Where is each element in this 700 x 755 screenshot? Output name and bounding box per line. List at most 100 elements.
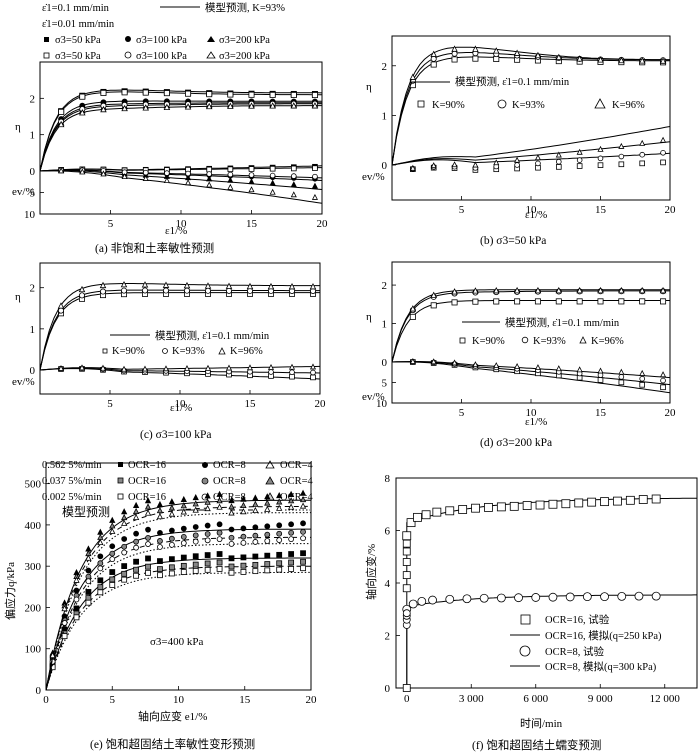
q-point xyxy=(204,531,211,537)
q-point xyxy=(97,589,104,596)
q-point xyxy=(228,534,235,541)
ev-curve xyxy=(391,361,671,394)
eta-point xyxy=(57,302,65,309)
panel-b-legend-k93-marker xyxy=(497,99,507,109)
q-point xyxy=(168,570,175,577)
q-point xyxy=(252,500,259,507)
legend-e-model: 模型预测 xyxy=(62,505,110,519)
y-tick-label: 100 xyxy=(25,644,42,656)
legend-r2-50: σ3=50 kPa xyxy=(55,51,101,62)
q-point xyxy=(157,566,163,573)
creep-initial-point xyxy=(402,547,411,556)
ev-point xyxy=(639,151,645,158)
ev-point xyxy=(556,164,562,170)
panel-e-ylabel: 偏应力q/kPa xyxy=(3,562,17,620)
creep-point xyxy=(432,507,442,517)
panel-a: ε̇1=0.1 mm/min 模型预测, K=93% ε̇1=0.01 mm/m… xyxy=(12,1,328,255)
eta-point xyxy=(513,49,521,56)
panel-a-ylabel-ev: ev/% xyxy=(12,186,35,198)
q-point xyxy=(264,567,271,574)
q-point xyxy=(121,570,128,577)
q-point xyxy=(252,561,259,568)
q-point xyxy=(288,559,295,566)
q-point xyxy=(109,569,116,575)
eta-point xyxy=(205,102,213,110)
x-tick-label: 20 xyxy=(315,398,327,410)
q-point xyxy=(299,496,307,503)
ev-point xyxy=(311,182,319,189)
creep-point xyxy=(613,496,622,506)
eta-point xyxy=(162,281,170,288)
eta-point xyxy=(225,282,233,289)
q-point xyxy=(157,544,163,550)
eta-point xyxy=(163,90,170,97)
creep-point xyxy=(651,591,661,601)
ev-point xyxy=(576,148,583,155)
creep-initial-point xyxy=(402,558,411,566)
eta-point xyxy=(472,287,479,294)
q-point xyxy=(287,497,295,504)
ev-point xyxy=(248,172,255,178)
q-point xyxy=(228,541,235,547)
legend-marker-open-circle xyxy=(124,51,132,59)
eta-point xyxy=(311,92,318,99)
q-point xyxy=(157,558,163,564)
ev-tick-label: 10 xyxy=(376,398,388,410)
ev-point xyxy=(555,158,562,165)
panel-c-legend-k90-marker xyxy=(102,348,108,354)
eta-point xyxy=(78,285,86,293)
ev-point xyxy=(141,365,149,372)
eta-point xyxy=(555,53,563,61)
eta-tick-label: 2 xyxy=(30,93,36,105)
x-tick-label: 0 xyxy=(43,694,49,706)
legend-e-ocr8a: OCR=8 xyxy=(213,460,246,471)
q-point xyxy=(216,497,223,504)
creep-point xyxy=(514,593,523,603)
q-point xyxy=(97,565,104,572)
panel-f-xlabel: 时间/min xyxy=(520,717,563,730)
panel-e-caption: (e) 饱和超固结土率敏性变形预测 xyxy=(90,737,255,751)
q-point xyxy=(192,553,199,560)
eta-point xyxy=(288,282,296,290)
plot-frame xyxy=(391,261,671,404)
ev-point xyxy=(268,369,274,375)
eta-point xyxy=(597,286,604,294)
creep-point xyxy=(625,495,635,505)
q-point xyxy=(180,525,187,532)
q-point xyxy=(73,596,80,603)
ev-point xyxy=(451,359,458,366)
ev-point xyxy=(555,151,562,158)
q-curve xyxy=(45,512,311,691)
x-tick-label: 5 xyxy=(459,407,465,419)
creep-point xyxy=(471,503,480,513)
panel-d: 5 10 15 20 0 1 2 5 10 模型预测, ε̇1=0.1 mm/min K=90%… xyxy=(362,261,676,449)
x-tick-label: 3 000 xyxy=(459,693,484,705)
q-point xyxy=(168,504,176,511)
panel-a-caption: (a) 非饱和土率敏性预测 xyxy=(95,241,214,255)
panel-d-ylabel-eta: η xyxy=(366,311,372,323)
eta-point xyxy=(493,298,500,305)
ev-point xyxy=(78,364,86,371)
eta-point xyxy=(493,55,500,62)
creep-point xyxy=(634,591,644,601)
eta-tick-label: 1 xyxy=(30,324,36,336)
eta-point xyxy=(597,56,604,63)
legend-e-m5 xyxy=(201,477,209,485)
panel-a-plot: 5 10 15 20 0 1 2 5 10 xyxy=(24,61,328,230)
q-point xyxy=(156,500,164,508)
eta-point xyxy=(100,89,107,96)
q-point xyxy=(85,599,92,606)
q-point xyxy=(145,569,151,576)
ev-point xyxy=(57,364,65,371)
legend-r2-200: σ3=200 kPa xyxy=(219,51,270,62)
q-point xyxy=(288,529,295,536)
ev-point xyxy=(312,165,318,171)
y-tick-label: 400 xyxy=(25,520,42,532)
eta-point xyxy=(225,287,232,294)
q-curve xyxy=(45,543,312,691)
ev-point xyxy=(576,366,583,373)
panel-f-caption: (f) 饱和超固结土蠕变预测 xyxy=(472,738,601,752)
x-tick-label: 6 000 xyxy=(523,693,548,705)
q-point xyxy=(121,549,128,556)
legend-marker-open-triangle xyxy=(206,51,216,59)
